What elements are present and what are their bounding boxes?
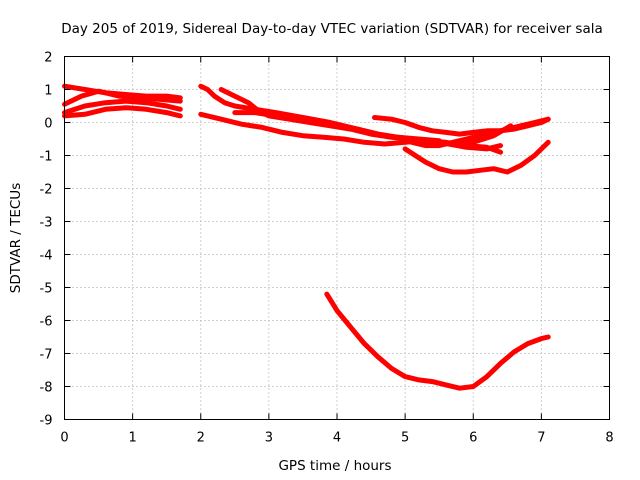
- data-series-group: [62, 83, 551, 391]
- x-tick-label: 2: [197, 431, 205, 446]
- series-line-s4: [62, 105, 183, 119]
- y-axis-label: SDTVAR / TECUs: [8, 183, 24, 293]
- y-tick-label: -6: [40, 315, 53, 330]
- y-tick-label: -3: [40, 216, 53, 231]
- y-tick-label: -9: [40, 414, 53, 429]
- y-tick-label: -5: [40, 282, 53, 297]
- series-line-s10: [409, 116, 551, 149]
- y-tick-label: -8: [40, 381, 53, 396]
- x-tick-label: 1: [128, 431, 136, 446]
- chart-title: Day 205 of 2019, Sidereal Day-to-day VTE…: [61, 21, 603, 37]
- x-tick-label: 0: [60, 431, 68, 446]
- series-line-s11: [402, 139, 551, 175]
- x-tick-label: 8: [605, 431, 613, 446]
- grid-lines: [64, 56, 610, 420]
- x-tick-label: 6: [469, 431, 477, 446]
- y-tick-label: 2: [44, 51, 52, 66]
- series-line-s12: [324, 291, 551, 391]
- y-tick-label: 1: [44, 84, 52, 99]
- x-axis-label: GPS time / hours: [278, 458, 391, 474]
- y-tick-label: 0: [44, 117, 52, 132]
- x-tick-label: 3: [265, 431, 273, 446]
- y-tick-label: -7: [40, 348, 53, 363]
- x-tick-label: 4: [333, 431, 341, 446]
- axis-ticks: 0 1 2 3 4 5 6 7 8 2 1 0 -1 -2 -3 -4 -5 -6 -7 -8 -9: [40, 51, 614, 446]
- y-tick-label: -4: [40, 249, 53, 264]
- series-line-s2: [62, 88, 183, 107]
- x-tick-label: 7: [537, 431, 545, 446]
- y-tick-label: -2: [40, 183, 53, 198]
- series-line-s6: [218, 87, 514, 147]
- y-tick-label: -1: [40, 150, 53, 165]
- series-line-s8: [232, 110, 442, 144]
- x-tick-label: 5: [401, 431, 409, 446]
- series-line-s3: [62, 98, 183, 116]
